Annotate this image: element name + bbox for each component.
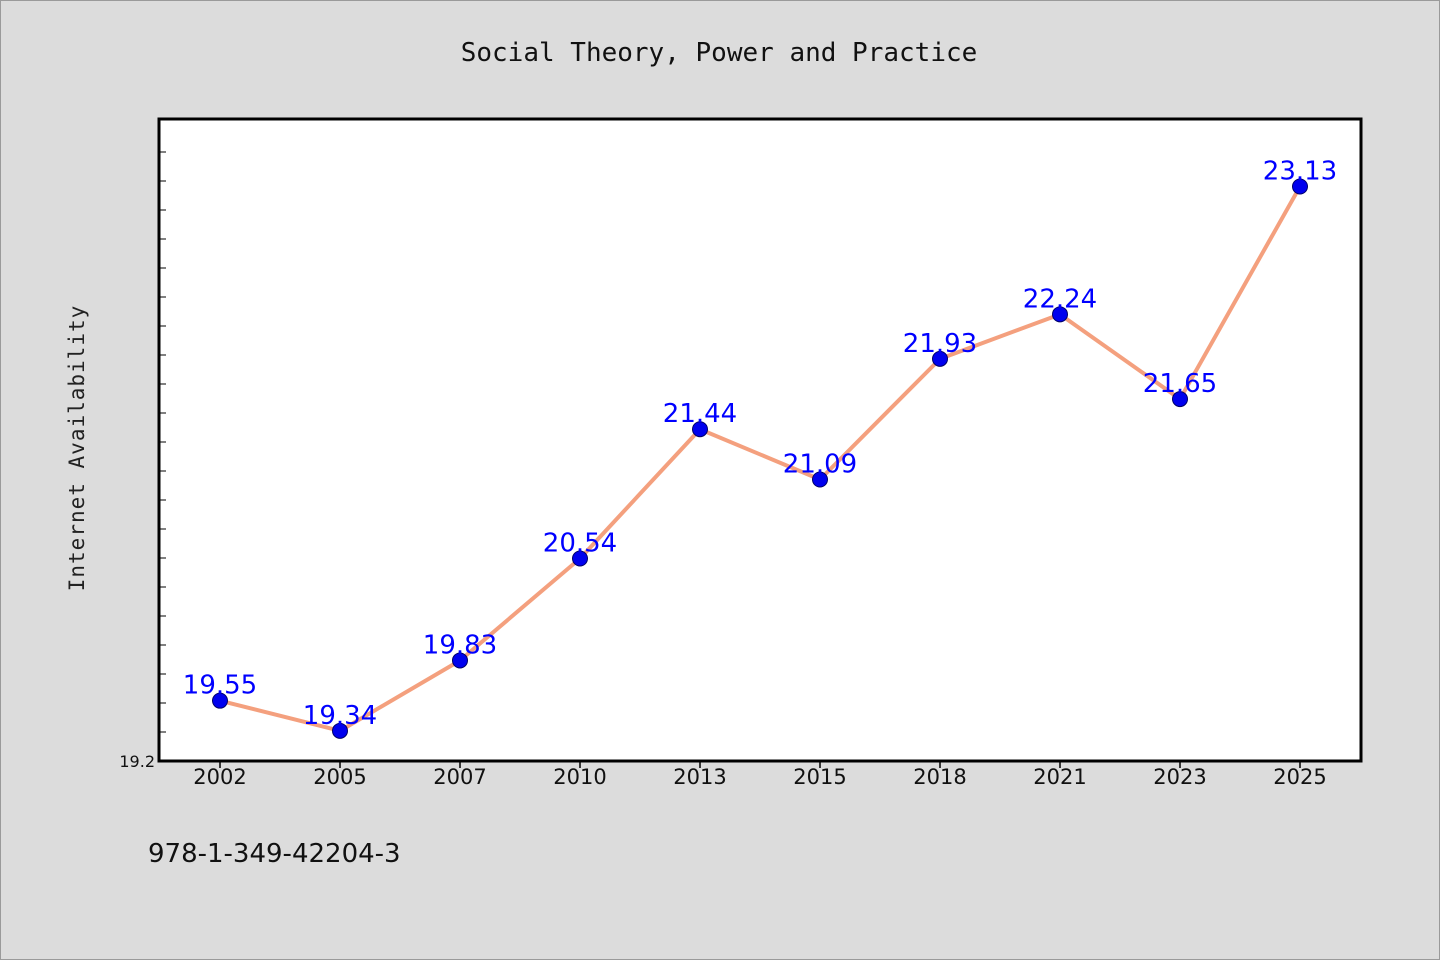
x-tick-label: 2013 bbox=[673, 765, 726, 789]
series-line bbox=[219, 185, 1302, 733]
data-label-group: 19.55 19.34 19.83 20.54 21.44 21.09 21.93 22.24… bbox=[183, 157, 1337, 731]
x-tick-label: 2015 bbox=[793, 765, 846, 789]
isbn-text: 978-1-349-42204-3 bbox=[148, 839, 401, 869]
plot-area bbox=[157, 117, 1363, 763]
data-label: 21.65 bbox=[1143, 369, 1217, 399]
data-point bbox=[212, 692, 228, 709]
data-label: 19.83 bbox=[423, 630, 497, 660]
x-axis-ticks: 2002 2005 2007 2010 2013 2015 2018 2021 2023 2025 bbox=[193, 761, 1327, 789]
data-label: 19.55 bbox=[183, 671, 257, 701]
y-axis-tick-labels: 19.2 bbox=[119, 752, 155, 771]
data-label: 21.09 bbox=[783, 449, 857, 479]
data-label: 19.34 bbox=[303, 701, 377, 731]
x-tick-label: 2021 bbox=[1033, 765, 1086, 789]
x-tick-label: 2025 bbox=[1273, 765, 1326, 789]
x-tick-label: 2002 bbox=[193, 765, 246, 789]
data-point bbox=[692, 421, 708, 438]
x-tick-label: 2007 bbox=[433, 765, 486, 789]
series-point-group bbox=[212, 178, 1308, 739]
data-label: 22.24 bbox=[1023, 284, 1097, 314]
chart-title: Social Theory, Power and Practice bbox=[461, 38, 978, 68]
series-line-group bbox=[219, 185, 1302, 733]
data-label: 21.93 bbox=[903, 329, 977, 359]
data-label: 21.44 bbox=[663, 399, 737, 429]
data-point bbox=[1052, 306, 1068, 323]
data-point bbox=[812, 471, 828, 488]
data-label: 23.13 bbox=[1263, 157, 1337, 187]
y-axis-label: Internet Availability bbox=[65, 305, 89, 592]
y-axis-minor-ticks bbox=[159, 151, 166, 733]
x-tick-label: 2005 bbox=[313, 765, 366, 789]
data-point bbox=[332, 722, 348, 739]
x-tick-label: 2010 bbox=[553, 765, 606, 789]
data-point bbox=[1172, 391, 1188, 408]
y-tick-label: 19.2 bbox=[119, 752, 155, 771]
x-tick-label: 2023 bbox=[1153, 765, 1206, 789]
data-label: 20.54 bbox=[543, 528, 617, 558]
x-tick-label: 2018 bbox=[913, 765, 966, 789]
data-point bbox=[932, 350, 948, 367]
data-point bbox=[1292, 178, 1308, 195]
data-point bbox=[452, 652, 468, 669]
data-point bbox=[572, 550, 588, 567]
